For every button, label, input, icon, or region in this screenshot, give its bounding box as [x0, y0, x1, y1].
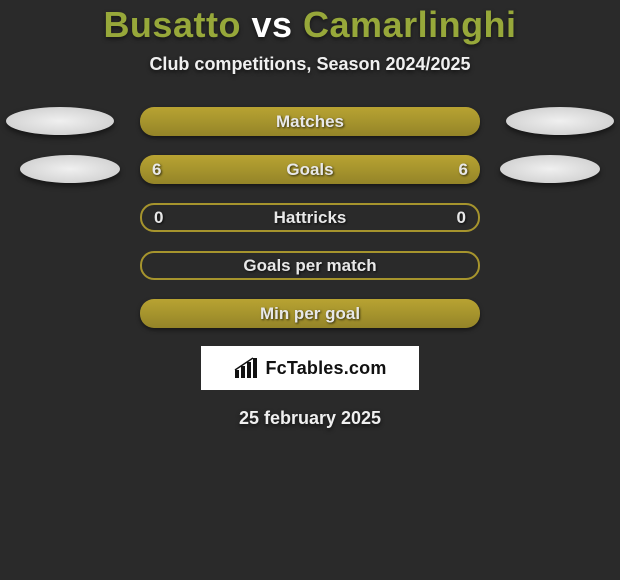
stat-label: Goals per match: [142, 256, 478, 276]
stat-right-value: 0: [457, 208, 466, 228]
left-ellipse: [6, 107, 114, 135]
stat-row-matches: Matches: [0, 107, 620, 136]
logo-text: FcTables.com: [265, 358, 386, 379]
stat-right-value: 6: [459, 160, 468, 180]
vs-separator: vs: [251, 4, 292, 45]
left-ellipse: [20, 155, 120, 183]
stat-row-goals-per-match: Goals per match: [0, 251, 620, 280]
stat-left-value: 6: [152, 160, 161, 180]
stat-bar: 6 Goals 6: [140, 155, 480, 184]
stat-row-min-per-goal: Min per goal: [0, 299, 620, 328]
player2-name: Camarlinghi: [303, 4, 517, 45]
logo-box: FcTables.com: [201, 346, 419, 390]
stat-bar: 0 Hattricks 0: [140, 203, 480, 232]
subtitle: Club competitions, Season 2024/2025: [149, 54, 470, 75]
stat-bar: Goals per match: [140, 251, 480, 280]
player1-name: Busatto: [103, 4, 241, 45]
date-label: 25 february 2025: [239, 408, 381, 429]
right-ellipse: [500, 155, 600, 183]
comparison-infographic: Busatto vs Camarlinghi Club competitions…: [0, 0, 620, 580]
stat-label: Hattricks: [142, 208, 478, 228]
bars-icon: [233, 356, 259, 380]
stat-row-goals: 6 Goals 6: [0, 155, 620, 184]
stat-label: Matches: [140, 112, 480, 132]
stat-row-hattricks: 0 Hattricks 0: [0, 203, 620, 232]
stat-rows: Matches 6 Goals 6 0 Hattricks 0: [0, 107, 620, 328]
stat-label: Goals: [140, 160, 480, 180]
page-title: Busatto vs Camarlinghi: [103, 4, 516, 46]
stat-bar: Matches: [140, 107, 480, 136]
stat-label: Min per goal: [140, 304, 480, 324]
stat-bar: Min per goal: [140, 299, 480, 328]
right-ellipse: [506, 107, 614, 135]
stat-left-value: 0: [154, 208, 163, 228]
